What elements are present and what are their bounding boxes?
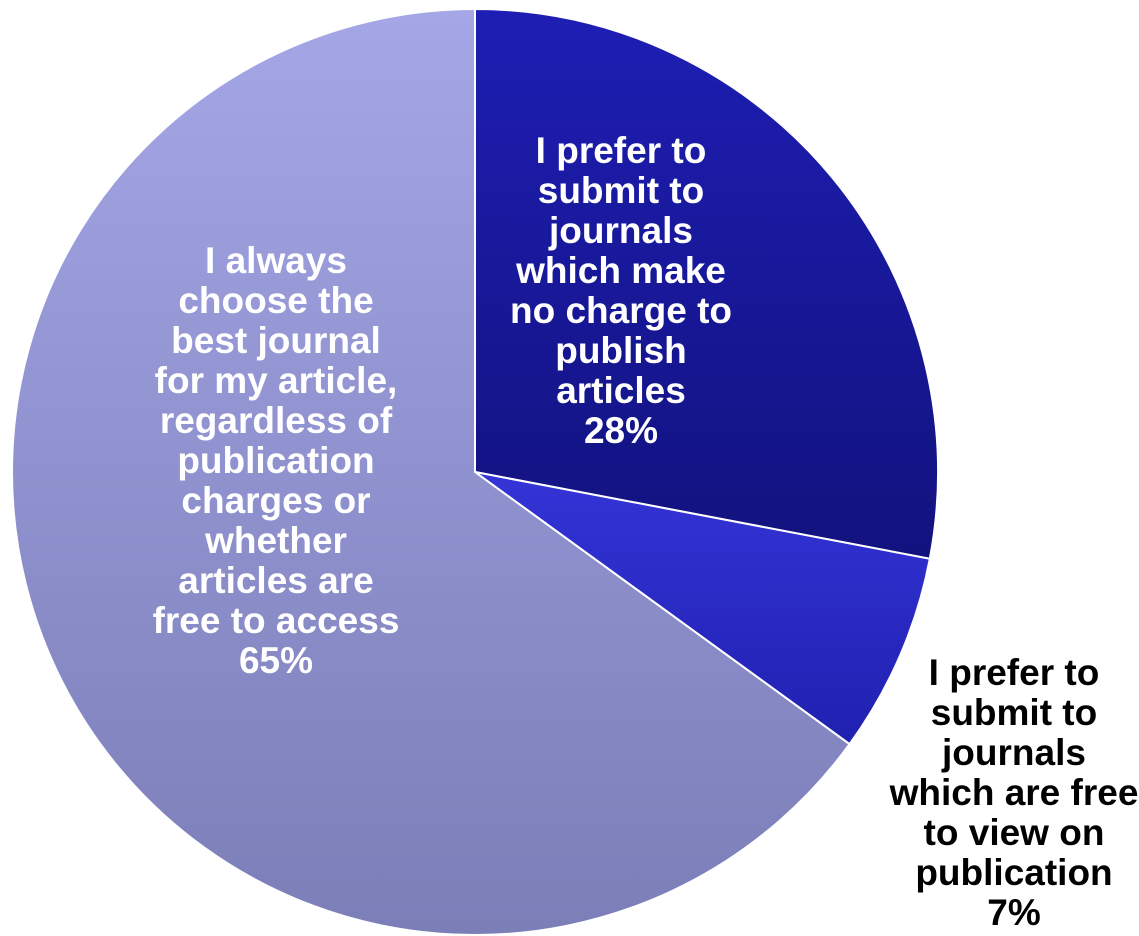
slice-label-line: charges or bbox=[181, 480, 370, 521]
slice-label-line: submit to bbox=[538, 170, 704, 211]
slice-label-1: I prefer to submit to journals which make no… bbox=[510, 130, 732, 451]
slice-value-label: 28% bbox=[584, 410, 658, 451]
slice-label-line: I prefer to bbox=[536, 130, 707, 171]
slice-label-line: submit to bbox=[931, 692, 1097, 733]
slice-label-line: publication bbox=[915, 852, 1112, 893]
slice-label-line: journals bbox=[941, 732, 1086, 773]
slice-label-line: choose the bbox=[178, 280, 373, 321]
slice-label-line: free to access bbox=[153, 600, 400, 641]
slice-label-line: journals bbox=[548, 210, 693, 251]
slice-label-line: whether bbox=[204, 520, 347, 561]
slice-label-line: which are free bbox=[889, 772, 1139, 813]
slice-label-3: I always choose the best journal for my art… bbox=[153, 240, 400, 681]
pie-labels: I prefer to submit to journals which make no… bbox=[153, 130, 1139, 933]
slice-label-line: publish bbox=[555, 330, 687, 371]
pie-slice-3 bbox=[11, 7, 851, 936]
slice-label-line: I always bbox=[205, 240, 347, 281]
slice-label-line: for my article, bbox=[155, 360, 398, 401]
slice-label-line: regardless of bbox=[160, 400, 393, 441]
slice-label-2: I prefer to submit to journals which are fr… bbox=[889, 652, 1139, 933]
slice-label-line: I prefer to bbox=[929, 652, 1100, 693]
slice-label-line: articles bbox=[556, 370, 686, 411]
pie-slice-1 bbox=[474, 7, 939, 560]
slice-value-label: 65% bbox=[239, 640, 313, 681]
slice-label-line: to view on bbox=[924, 812, 1105, 853]
slice-label-line: no charge to bbox=[510, 290, 732, 331]
slice-label-line: articles are bbox=[178, 560, 373, 601]
pie-slices bbox=[11, 7, 939, 936]
pie-slice-2 bbox=[474, 471, 931, 746]
slice-label-line: publication bbox=[177, 440, 374, 481]
slice-label-line: best journal bbox=[171, 320, 381, 361]
slice-label-line: which make bbox=[515, 250, 726, 291]
slice-value-label: 7% bbox=[987, 892, 1040, 933]
